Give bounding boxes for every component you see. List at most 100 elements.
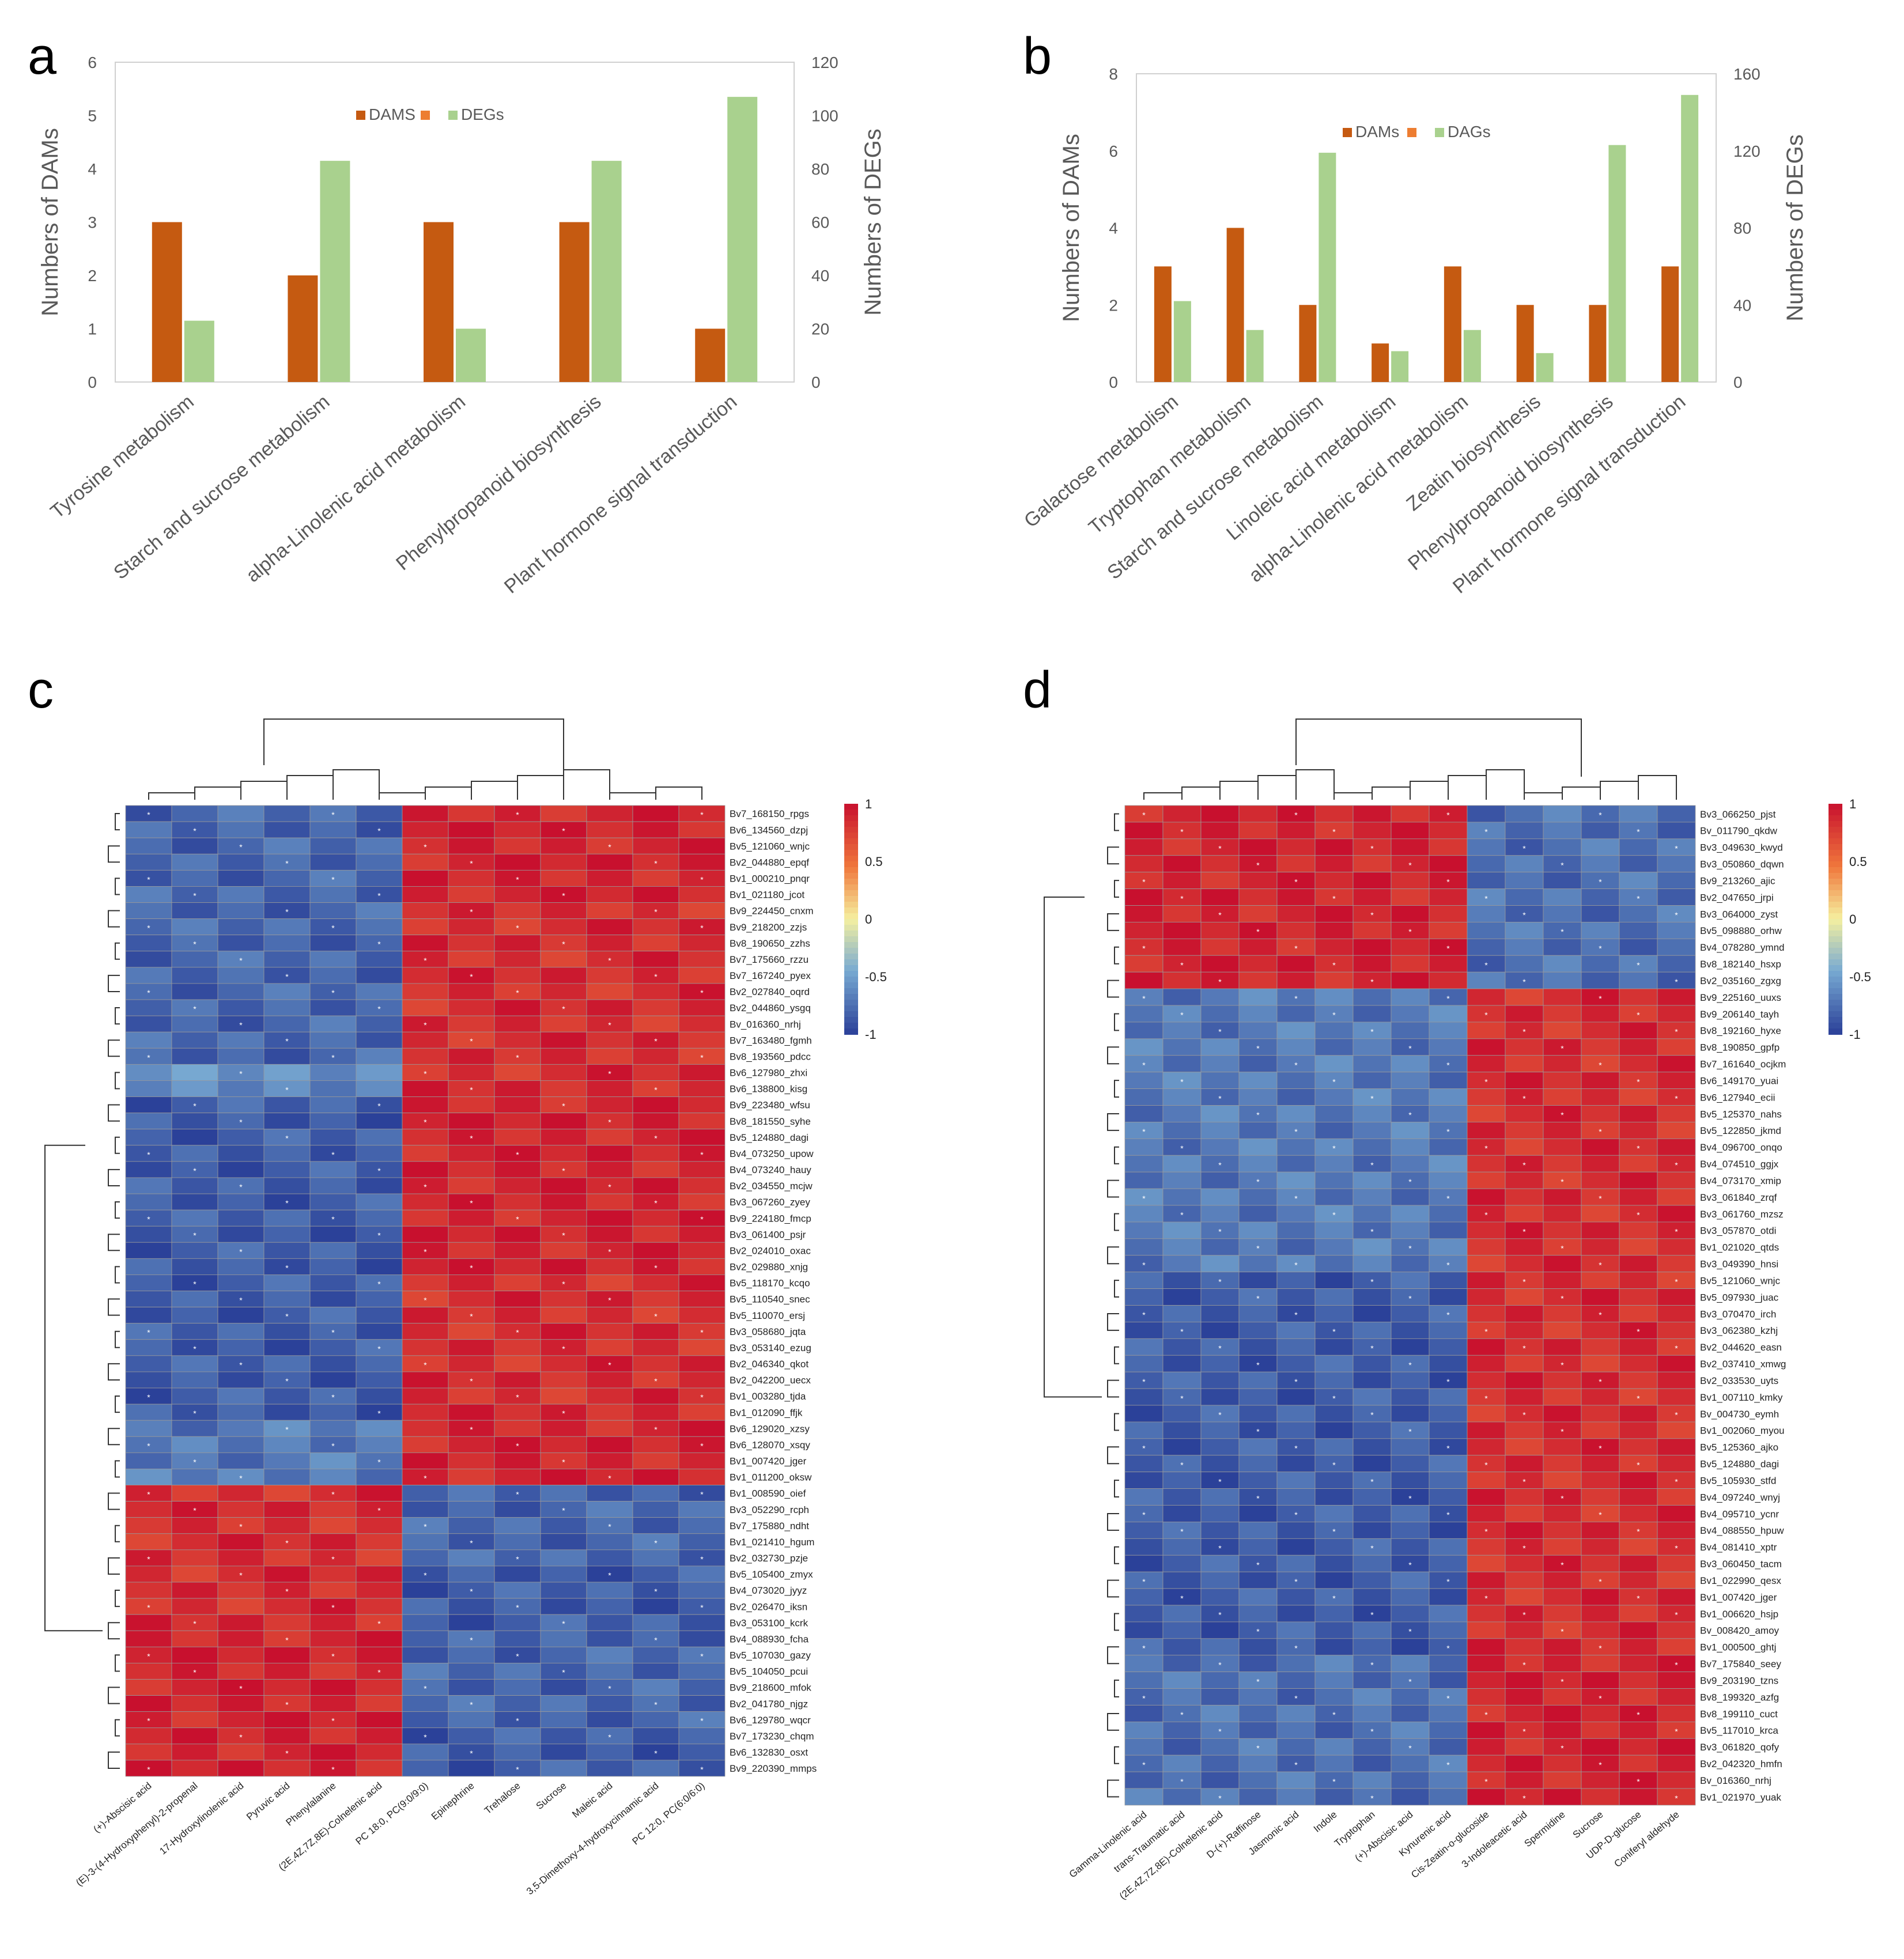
heatmap-cell	[217, 1080, 265, 1097]
heatmap-cell	[586, 1663, 633, 1680]
row-label: Bv3_061840_zrqf	[1700, 1192, 1777, 1203]
heatmap-cell	[1314, 1655, 1354, 1673]
heatmap-cell	[540, 1242, 587, 1259]
heatmap-cell	[402, 1420, 449, 1437]
heatmap-cell	[1505, 1055, 1544, 1073]
heatmap-cell	[1276, 1738, 1316, 1756]
heatmap-cell	[1314, 1122, 1354, 1139]
heatmap-cell	[1238, 838, 1278, 856]
heatmap-cell	[1429, 1738, 1468, 1756]
heatmap-cell	[356, 1145, 403, 1162]
significance-mark: *	[1599, 1644, 1602, 1653]
heatmap-cell	[1200, 1738, 1240, 1756]
significance-mark: *	[377, 1166, 381, 1175]
row-label: Bv2_042200_uecx	[730, 1375, 811, 1386]
heatmap-cell	[1238, 1455, 1278, 1473]
heatmap-cell	[1581, 1388, 1620, 1406]
heatmap-cell	[494, 1096, 541, 1113]
heatmap-cell	[402, 1015, 449, 1033]
significance-mark: *	[1142, 1194, 1146, 1203]
heatmap-cell	[1543, 888, 1582, 906]
heatmap-cell	[1505, 1138, 1544, 1156]
colorbar-segment	[1829, 810, 1842, 816]
row-dendrogram-branch	[1114, 813, 1119, 831]
heatmap-cell	[402, 1047, 449, 1065]
heatmap-cell	[309, 1339, 357, 1356]
heatmap-cell	[1619, 1188, 1658, 1206]
heatmap-cell	[494, 1452, 541, 1469]
colorbar-segment	[1829, 913, 1842, 920]
significance-mark: *	[470, 859, 473, 868]
significance-mark: *	[424, 1360, 427, 1370]
significance-mark: *	[1370, 1660, 1374, 1669]
heatmap-cell	[1429, 1571, 1468, 1589]
heatmap-cell	[263, 1452, 311, 1469]
heatmap-cell	[263, 1469, 311, 1485]
heatmap-cell	[1619, 1338, 1658, 1356]
heatmap-cell	[125, 1291, 172, 1307]
significance-mark: *	[331, 1328, 335, 1337]
significance-mark: *	[700, 1765, 704, 1774]
row-dendrogram	[1044, 897, 1102, 1398]
panel-label-d: d	[1023, 661, 1052, 719]
significance-mark: *	[1332, 1327, 1336, 1336]
heatmap-cell	[1353, 1655, 1392, 1673]
heatmap-cell	[494, 1291, 541, 1307]
heatmap-cell	[1619, 1538, 1658, 1556]
heatmap-cell	[1314, 1571, 1354, 1589]
significance-mark: *	[1332, 1394, 1336, 1403]
heatmap-cell	[1238, 1621, 1278, 1639]
heatmap-cell	[1238, 888, 1278, 906]
heatmap-cell	[1505, 1205, 1544, 1223]
heatmap-cell	[1391, 1272, 1430, 1289]
colorbar-segment	[1829, 821, 1842, 827]
heatmap-cell	[586, 1307, 633, 1324]
heatmap-cell	[356, 1679, 403, 1696]
significance-mark: *	[1218, 1660, 1222, 1669]
heatmap-cell	[402, 1064, 449, 1081]
row-label: Bv2_026470_iksn	[730, 1601, 807, 1612]
y2-tick-label: 0	[1733, 373, 1743, 391]
heatmap-cell	[1657, 922, 1696, 939]
heatmap-cell	[678, 805, 726, 822]
heatmap-cell	[1391, 1022, 1430, 1039]
row-label: Bv6_128070_xsqy	[730, 1439, 810, 1450]
heatmap-cell	[1391, 1305, 1430, 1322]
heatmap-cell	[632, 1744, 679, 1761]
significance-mark: *	[1561, 1244, 1564, 1253]
y-tick-label: 6	[1109, 142, 1118, 160]
row-dendrogram-branch	[108, 1363, 120, 1381]
heatmap-cell	[1200, 955, 1240, 973]
heatmap-cell	[1619, 1472, 1658, 1489]
column-dendrogram-branch	[1600, 781, 1639, 800]
row-label: Bv7_173230_chqm	[730, 1731, 814, 1742]
heatmap-cell	[586, 1695, 633, 1712]
significance-mark: *	[700, 1150, 704, 1159]
heatmap-c: * * * ** * ** * ** * ** * * ** * ** * ** * * ** * ** * ** * ** * * *…	[44, 718, 887, 1897]
heatmap-cell	[402, 1096, 449, 1113]
heatmap-cell	[1657, 1255, 1696, 1273]
heatmap-cell	[1276, 1371, 1316, 1389]
heatmap-cell	[1124, 1588, 1163, 1606]
row-dendrogram-branch	[1114, 1480, 1119, 1498]
significance-mark: *	[1561, 1044, 1564, 1053]
heatmap-cell	[540, 1549, 587, 1567]
heatmap-cell	[1238, 1588, 1278, 1606]
heatmap-cell	[1543, 1655, 1582, 1673]
colorbar-segment	[844, 965, 858, 971]
significance-mark: *	[1180, 1394, 1184, 1403]
significance-mark: *	[239, 1684, 243, 1693]
heatmap-cell	[1238, 1288, 1278, 1306]
row-label: Bv2_029880_xnjg	[730, 1262, 808, 1273]
row-dendrogram-branch	[115, 1590, 120, 1608]
significance-mark: *	[285, 1134, 289, 1143]
colorbar-segment	[1829, 936, 1842, 943]
heatmap-cell	[1276, 1155, 1316, 1173]
heatmap-cell	[1200, 838, 1240, 856]
significance-mark: *	[1484, 1077, 1488, 1086]
heatmap-cell	[678, 1064, 726, 1081]
heatmap-cell	[1124, 1005, 1163, 1023]
heatmap-cell	[1238, 1472, 1278, 1489]
heatmap-cell	[678, 1323, 726, 1340]
heatmap-cell	[1467, 1371, 1506, 1389]
